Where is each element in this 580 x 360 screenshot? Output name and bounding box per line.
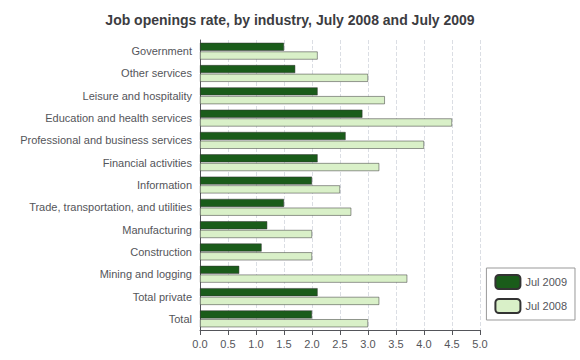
svg-text:1.5: 1.5 [276, 338, 291, 350]
svg-text:Professional and business serv: Professional and business services [20, 134, 192, 146]
svg-text:Mining and logging: Mining and logging [100, 268, 192, 280]
svg-text:Information: Information [137, 179, 192, 191]
svg-text:2.5: 2.5 [332, 338, 347, 350]
svg-text:0.5: 0.5 [220, 338, 235, 350]
svg-text:Education and health services: Education and health services [45, 112, 192, 124]
svg-text:Manufacturing: Manufacturing [122, 224, 192, 236]
svg-text:Other services: Other services [121, 67, 192, 79]
svg-text:3.5: 3.5 [388, 338, 403, 350]
svg-text:Construction: Construction [130, 246, 192, 258]
svg-text:4.5: 4.5 [444, 338, 459, 350]
svg-text:2.0: 2.0 [304, 338, 319, 350]
svg-text:Jul 2009: Jul 2009 [525, 276, 567, 288]
svg-text:Leisure and hospitality: Leisure and hospitality [83, 90, 193, 102]
svg-text:Total private: Total private [133, 291, 192, 303]
svg-text:Government: Government [131, 45, 192, 57]
svg-text:Total: Total [169, 313, 192, 325]
svg-text:3.0: 3.0 [360, 338, 375, 350]
svg-text:Jul 2008: Jul 2008 [525, 300, 567, 312]
svg-text:4.0: 4.0 [416, 338, 431, 350]
svg-text:0.0: 0.0 [192, 338, 207, 350]
svg-text:1.0: 1.0 [248, 338, 263, 350]
svg-text:Financial activities: Financial activities [103, 157, 193, 169]
svg-text:Trade, transportation, and uti: Trade, transportation, and utilities [29, 201, 192, 213]
svg-text:Job openings rate, by industry: Job openings rate, by industry, July 200… [105, 12, 475, 28]
svg-text:5.0: 5.0 [472, 338, 487, 350]
